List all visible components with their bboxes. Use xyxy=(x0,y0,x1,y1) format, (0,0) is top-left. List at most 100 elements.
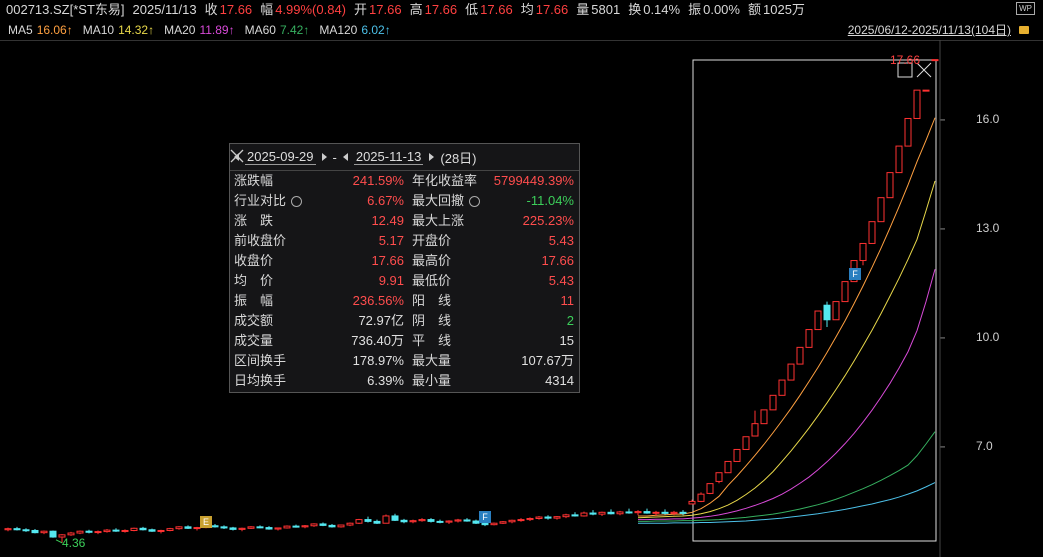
candle-body xyxy=(310,523,318,527)
next-arrow[interactable] xyxy=(321,153,327,161)
stat-value: 241.59% xyxy=(352,173,404,188)
close-button[interactable] xyxy=(230,149,244,163)
stat-label: 年化收益率 xyxy=(412,173,478,188)
candle-body xyxy=(256,526,264,529)
quote-date: 2025/11/13 xyxy=(132,2,197,17)
selection-box[interactable] xyxy=(692,59,937,542)
candle-body xyxy=(139,527,147,531)
stat-value: 2 xyxy=(566,313,574,328)
candle-body xyxy=(598,511,606,515)
stat-label: 振 幅 xyxy=(234,293,274,308)
candle-body xyxy=(688,500,696,505)
quote-value: 0.00% xyxy=(703,2,740,17)
stats-row: 涨跌幅 241.59% 年化收益率 5799449.39% xyxy=(230,171,579,191)
stat-label: 最小量 xyxy=(412,373,452,388)
candle-body xyxy=(706,483,714,494)
candle-body xyxy=(49,530,57,538)
box-icon[interactable] xyxy=(897,62,913,78)
candle-body xyxy=(301,525,309,528)
popup-titlebar: 2025-09-29 - 2025-11-13 (28日) xyxy=(230,144,579,171)
badge[interactable]: WP xyxy=(1016,2,1035,15)
stock-code: 002713.SZ[*ST东易] xyxy=(6,2,125,17)
interval-stats-popup: 2025-09-29 - 2025-11-13 (28日) 涨跌幅 241.59%… xyxy=(229,143,580,393)
candle-body xyxy=(274,527,282,530)
to-date[interactable]: 2025-11-13 xyxy=(353,149,424,165)
stat-label: 日均换手 xyxy=(234,373,287,388)
candle-body xyxy=(454,519,462,522)
quote-label: 额 xyxy=(747,2,761,17)
info-icon[interactable] xyxy=(291,196,303,208)
quote-header: 002713.SZ[*ST东易] 2025/11/13 收 17.66 幅 4.99%… xyxy=(6,0,805,20)
from-date[interactable]: 2025-09-29 xyxy=(245,149,316,165)
lock-icon[interactable] xyxy=(1019,26,1029,34)
quote-item: 开 17.66 xyxy=(354,0,402,20)
candle-body xyxy=(13,528,21,531)
ma-name: MA20 xyxy=(164,23,196,37)
candle-body xyxy=(40,530,48,534)
stat-value: 12.49 xyxy=(371,213,404,228)
stat-value: 5.17 xyxy=(378,233,404,248)
quote-value: 17.66 xyxy=(424,2,458,17)
candle-body xyxy=(922,89,930,92)
y-tick-label: 13.0 xyxy=(976,221,1000,235)
stat-label: 最低价 xyxy=(412,273,452,288)
candle-body xyxy=(877,197,885,223)
y-tick-label: 10.0 xyxy=(976,330,1000,344)
ma-line xyxy=(638,482,936,524)
candle-body xyxy=(562,514,570,518)
candle-body xyxy=(157,529,165,532)
quote-item: 额 1025万 xyxy=(748,0,805,20)
stats-table: 涨跌幅 241.59% 年化收益率 5799449.39% 行业对比 6.67% 最大回撤 -… xyxy=(230,171,579,391)
ma-value: 6.02↑ xyxy=(361,23,391,37)
quote-value: 17.66 xyxy=(480,2,513,17)
stat-label: 最大量 xyxy=(412,353,452,368)
quote-item: 高 17.66 xyxy=(410,0,458,20)
candle-body xyxy=(508,519,516,523)
stats-row: 区间换手 178.97% 最大量 107.67万 xyxy=(230,351,579,371)
quote-item: 收 17.66 xyxy=(205,0,253,20)
candle-body xyxy=(580,512,588,517)
quote-value: 17.66 xyxy=(219,2,253,17)
stat-value: 5.43 xyxy=(548,233,574,248)
event-marker[interactable]: E xyxy=(200,516,212,528)
candle-body xyxy=(292,525,300,528)
date-range[interactable]: 2025/06/12-2025/11/13(104日) xyxy=(847,23,1011,37)
ma-legend-item: MA10 14.32↑ xyxy=(83,20,154,40)
candle-body xyxy=(211,525,219,528)
stat-label: 平 线 xyxy=(412,333,452,348)
event-marker[interactable]: F xyxy=(479,511,491,523)
ma-value: 14.32↑ xyxy=(118,23,155,37)
ma-name: MA60 xyxy=(244,23,276,37)
candle-body xyxy=(904,117,912,147)
stats-row: 涨 跌 12.49 最大上涨 225.23% xyxy=(230,211,579,231)
candle-body xyxy=(85,530,93,533)
prev-arrow[interactable] xyxy=(342,153,348,161)
quote-label: 收 xyxy=(204,2,218,17)
candle-body xyxy=(130,527,138,531)
stat-value: -11.04% xyxy=(526,193,574,208)
info-icon[interactable] xyxy=(469,196,481,208)
ma-legend-item: MA120 6.02↑ xyxy=(319,20,390,40)
stat-value: 107.67万 xyxy=(521,353,574,368)
candle-body xyxy=(670,511,678,514)
candle-body xyxy=(544,516,552,519)
candle-body xyxy=(355,519,363,524)
next-arrow[interactable] xyxy=(429,153,435,161)
stat-label: 最大回撤 xyxy=(404,191,488,211)
quote-value: 4.99%(0.84) xyxy=(275,2,347,17)
stat-value: 736.40万 xyxy=(351,333,404,348)
stats-row: 成交额 72.97亿阴 线 2 xyxy=(230,311,579,331)
day-count: (28日) xyxy=(440,150,477,166)
candle-body xyxy=(112,529,120,532)
event-marker[interactable]: F xyxy=(849,268,861,280)
candle-body xyxy=(634,511,642,514)
ma-name: MA5 xyxy=(8,23,33,37)
candle-body xyxy=(409,520,417,523)
candle-body xyxy=(481,522,489,526)
quote-label: 开 xyxy=(354,2,368,17)
quote-item: 换 0.14% xyxy=(628,0,680,20)
candle-body xyxy=(931,59,939,62)
box-close[interactable] xyxy=(916,62,932,78)
stat-label: 区间换手 xyxy=(234,353,287,368)
quote-value: 5801 xyxy=(591,2,621,17)
